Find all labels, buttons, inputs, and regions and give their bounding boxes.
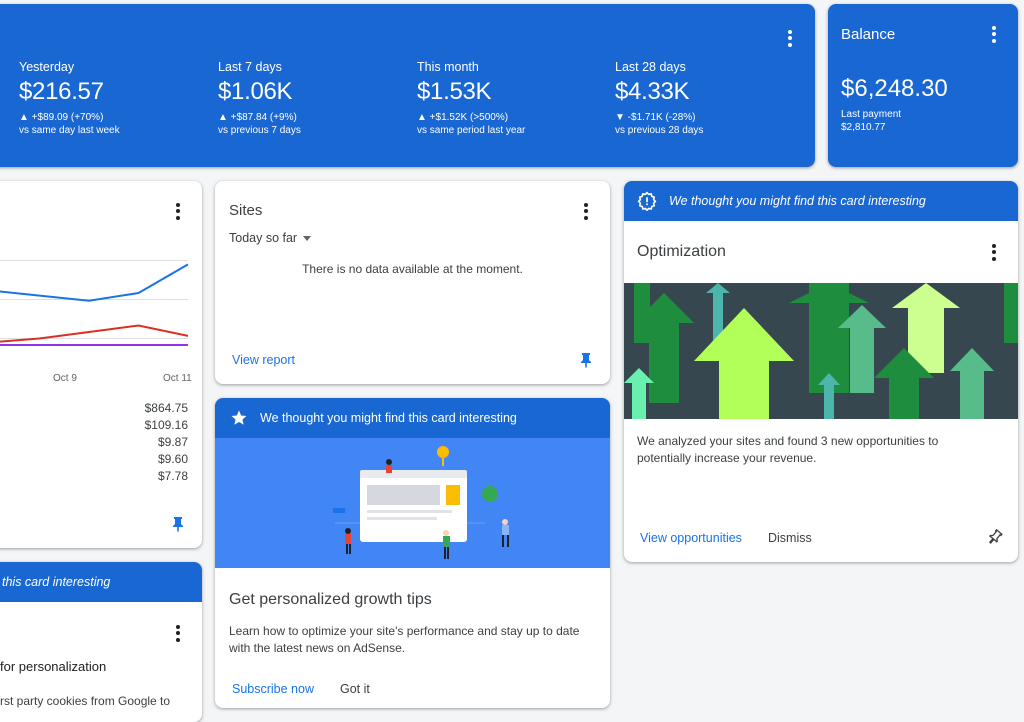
sites-more-icon[interactable] [574,199,598,223]
banner-text: We thought you might find this card inte… [669,194,926,208]
value-item: $864.75 [144,401,188,415]
view-opportunities-button[interactable]: View opportunities [640,531,742,545]
x-tick-label: Oct 9 [53,373,77,384]
growth-title: Get personalized growth tips [229,591,432,608]
subscribe-now-button[interactable]: Subscribe now [232,682,314,696]
series-line-1 [0,324,189,343]
sites-card: Sites Today so far There is no data avai… [215,181,610,384]
growth-illustration [215,438,610,568]
sites-title: Sites [229,202,263,219]
optimization-more-icon[interactable] [982,240,1006,264]
personalization-title: for personalization [0,659,107,674]
date-range-label: Today so far [229,231,298,245]
stat-yesterday[interactable]: Yesterday $216.57 ▲ +$89.09 (+70%) vs sa… [19,60,209,136]
star-icon [231,410,247,425]
x-tick-label: Oct 11 [163,373,192,384]
value-item: $7.78 [157,469,188,483]
date-range-dropdown[interactable]: Today so far [229,231,312,245]
earnings-summary-card: Yesterday $216.57 ▲ +$89.09 (+70%) vs sa… [0,4,815,167]
stat-this-month[interactable]: This month $1.53K ▲ +$1.52K (>500%) vs s… [417,60,607,136]
stat-compare: vs previous 7 days [218,125,301,136]
line-chart [0,260,189,346]
stat-compare: vs previous 28 days [615,125,704,136]
stat-change: ▲ +$1.52K (>500%) [417,112,509,123]
stat-label: This month [417,60,479,74]
value-list: $864.75 $109.16 $9.87 $9.60 $7.78 [145,400,188,485]
chart-more-icon[interactable] [166,199,190,223]
got-it-button[interactable]: Got it [340,682,370,696]
suggestion-banner: this card interesting [0,562,202,602]
optimization-body: We analyzed your sites and found 3 new o… [637,434,939,465]
banner-text: We thought you might find this card inte… [260,411,517,425]
pin-icon[interactable] [579,352,593,368]
arrows-illustration [624,283,1018,419]
stat-compare: vs same day last week [19,125,120,136]
pin-icon[interactable] [171,516,185,532]
stat-last-28-days[interactable]: Last 28 days $4.33K ▼ -$1.71K (-28%) vs … [615,60,805,136]
stat-label: Yesterday [19,60,75,74]
summary-more-icon[interactable] [778,26,802,50]
last-payment-value: $2,810.77 [841,122,886,133]
lightbulb-badge-icon [637,191,657,211]
growth-body: Learn how to optimize your site's perfor… [229,624,580,655]
banner-text: this card interesting [2,575,111,589]
stat-change: ▲ +$89.09 (+70%) [19,112,104,123]
balance-title: Balance [841,26,896,43]
personalization-card: this card interesting for personalizatio… [0,562,202,722]
stat-value: $1.06K [218,78,293,105]
view-report-link[interactable]: View report [232,353,295,367]
stat-change: ▲ +$87.84 (+9%) [218,112,297,123]
stat-compare: vs same period last year [417,125,526,136]
balance-more-icon[interactable] [982,22,1006,46]
stat-value: $216.57 [19,78,104,105]
balance-card: Balance $6,248.30 Last payment $2,810.77 [828,4,1018,167]
value-item: $9.87 [157,435,188,449]
personalization-body: rst party cookies from Google to [0,694,171,708]
value-item: $9.60 [157,452,188,466]
value-item: $109.16 [144,418,188,432]
balance-value: $6,248.30 [841,75,948,102]
stat-label: Last 28 days [615,60,686,74]
personalization-more-icon[interactable] [166,621,190,645]
stat-value: $4.33K [615,78,690,105]
pin-outline-icon[interactable] [984,526,1005,547]
dismiss-button[interactable]: Dismiss [768,531,812,545]
performance-chart-card: Oct 9 Oct 11 $864.75 $109.16 $9.87 $9.60… [0,181,202,548]
optimization-card: We thought you might find this card inte… [624,181,1018,562]
suggestion-banner: We thought you might find this card inte… [624,181,1018,221]
suggestion-banner: We thought you might find this card inte… [215,398,610,438]
growth-tips-card: We thought you might find this card inte… [215,398,610,708]
last-payment-label: Last payment [841,109,902,120]
series-line-0 [0,263,189,302]
stat-label: Last 7 days [218,60,282,74]
caret-down-icon [303,235,312,241]
stat-value: $1.53K [417,78,492,105]
stat-change: ▼ -$1.71K (-28%) [615,112,696,123]
optimization-title: Optimization [637,243,726,260]
stat-last-7-days[interactable]: Last 7 days $1.06K ▲ +$87.84 (+9%) vs pr… [218,60,408,136]
empty-state-text: There is no data available at the moment… [302,262,523,276]
